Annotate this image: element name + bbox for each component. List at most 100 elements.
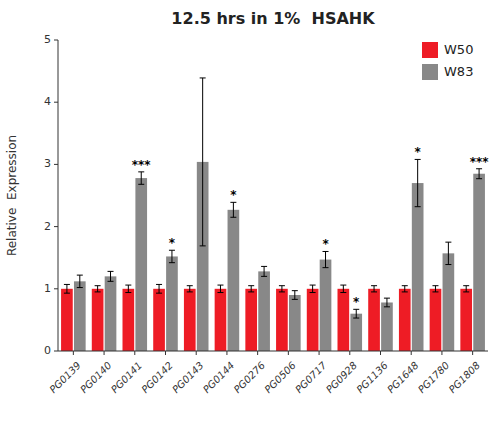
error-bar (138, 172, 144, 184)
x-tick-label: PG0144 (201, 360, 237, 396)
error-cap (384, 298, 390, 299)
error-stem (97, 286, 98, 292)
error-stem (404, 286, 405, 292)
y-tick-label: 3 (44, 157, 51, 170)
error-stem (374, 286, 375, 292)
significance-label: *** (132, 158, 152, 172)
error-cap (340, 292, 346, 293)
error-cap (402, 285, 408, 286)
chart: 012345PG0139PG0140PG0141PG0142PG0143PG01… (0, 0, 500, 429)
bar (368, 289, 380, 351)
error-bar (371, 286, 377, 292)
error-bar (95, 286, 101, 292)
error-cap (279, 291, 285, 292)
error-cap (261, 276, 267, 277)
error-cap (230, 217, 236, 218)
y-tick (54, 351, 58, 352)
legend-swatch (422, 42, 438, 58)
bar (153, 289, 165, 351)
legend-label: W50 (444, 42, 473, 57)
legend-swatch (422, 64, 438, 80)
error-cap (248, 291, 254, 292)
bar (350, 314, 362, 351)
bar (215, 289, 227, 351)
bar (399, 289, 411, 351)
error-bar (353, 309, 359, 318)
significance-label: * (353, 295, 360, 309)
error-cap (200, 245, 206, 246)
error-cap (445, 242, 451, 243)
error-cap (77, 275, 83, 276)
bar (228, 210, 240, 351)
error-cap (64, 293, 70, 294)
error-cap (138, 184, 144, 185)
error-cap (169, 262, 175, 263)
bars (61, 78, 485, 351)
error-bar (108, 271, 114, 281)
error-cap (187, 291, 193, 292)
bar (289, 295, 301, 351)
error-bar (187, 286, 193, 292)
y-axis-label: Relative Expression (5, 135, 19, 256)
error-cap (463, 285, 469, 286)
error-stem (159, 284, 160, 293)
y-tick (54, 226, 58, 227)
bar (460, 289, 472, 351)
error-cap (200, 77, 206, 78)
significance-label: * (415, 145, 422, 159)
error-cap (432, 285, 438, 286)
bar (166, 256, 178, 351)
error-stem (312, 285, 313, 292)
y-tick (54, 164, 58, 165)
error-cap (108, 271, 114, 272)
x-tick (196, 351, 197, 355)
error-bar (248, 286, 254, 292)
x-tick (349, 351, 350, 355)
error-bar (169, 250, 175, 262)
error-stem (171, 250, 172, 262)
error-bar (402, 286, 408, 292)
error-stem (189, 286, 190, 292)
title: 12.5 hrs in 1% HSAHK (171, 9, 375, 28)
error-cap (476, 178, 482, 179)
error-cap (292, 299, 298, 300)
x-tick (134, 351, 135, 355)
error-stem (251, 286, 252, 292)
x-tick (319, 351, 320, 355)
error-bar (261, 266, 267, 276)
error-bar (432, 286, 438, 292)
bar (123, 289, 135, 351)
y-tick-label: 4 (44, 95, 51, 108)
x-tick (257, 351, 258, 355)
x-tick (288, 351, 289, 355)
error-stem (417, 159, 418, 206)
error-cap (310, 292, 316, 293)
error-bar (279, 286, 285, 292)
x-tick-label: PG0140 (78, 360, 114, 396)
bar (430, 289, 442, 351)
error-cap (187, 285, 193, 286)
error-bar (340, 285, 346, 292)
error-bar (77, 275, 83, 287)
error-cap (95, 285, 101, 286)
error-bar (445, 242, 451, 264)
y-tick-label: 1 (44, 282, 51, 295)
error-stem (281, 286, 282, 292)
y-tick-label: 2 (44, 220, 51, 233)
error-stem (294, 291, 295, 300)
error-bar (310, 285, 316, 292)
bar (338, 289, 350, 351)
error-cap (415, 206, 421, 207)
error-cap (156, 284, 162, 285)
error-cap (217, 292, 223, 293)
x-tick-label: PG1136 (354, 360, 390, 396)
x-tick (73, 351, 74, 355)
legend-label: W83 (444, 64, 473, 79)
x-tick (165, 351, 166, 355)
error-cap (371, 291, 377, 292)
error-cap (323, 267, 329, 268)
y-tick-label: 5 (44, 33, 51, 46)
error-cap (125, 292, 131, 293)
error-stem (264, 266, 265, 276)
error-stem (128, 285, 129, 292)
